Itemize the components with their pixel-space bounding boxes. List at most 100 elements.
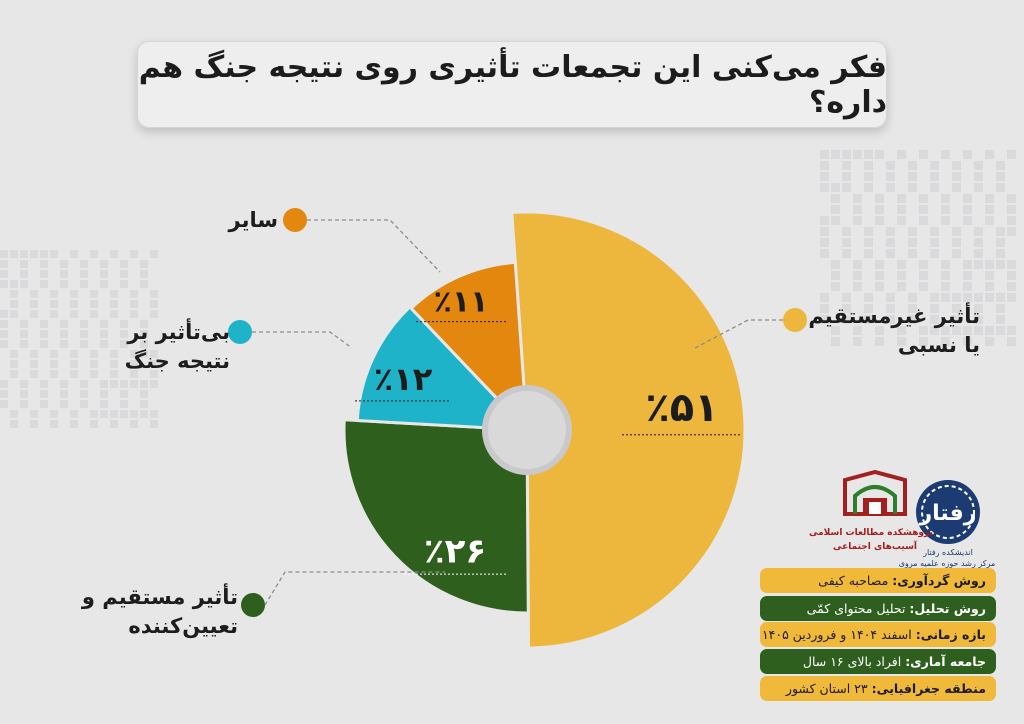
grid-cell xyxy=(952,172,961,181)
grid-cell xyxy=(70,420,78,428)
grid-cell xyxy=(120,390,128,398)
grid-cell xyxy=(40,260,48,268)
grid-cell xyxy=(50,420,58,428)
info-value: اسفند ۱۴۰۴ و فروردین ۱۴۰۵ xyxy=(761,627,912,642)
grid-cell xyxy=(930,249,939,258)
grid-cell xyxy=(50,310,58,318)
grid-cell xyxy=(974,326,983,335)
grid-cell xyxy=(40,320,48,328)
grid-cell xyxy=(842,293,851,302)
grid-cell xyxy=(963,194,972,203)
logo-a-caption-1: اندیشکده رفتار xyxy=(923,548,973,557)
grid-cell xyxy=(886,227,895,236)
grid-cell xyxy=(919,271,928,280)
grid-cell xyxy=(875,205,884,214)
info-value: افراد بالای ۱۶ سال xyxy=(802,654,902,669)
grid-cell xyxy=(120,320,128,328)
grid-cell xyxy=(40,270,48,278)
grid-cell xyxy=(864,161,873,170)
logo-a-mark: رفتار xyxy=(919,501,977,526)
grid-cell xyxy=(842,238,851,247)
grid-cell xyxy=(974,315,983,324)
grid-cell xyxy=(80,280,88,288)
mosque-logo-icon xyxy=(843,470,907,516)
grid-cell xyxy=(70,350,78,358)
grid-cell xyxy=(150,360,158,368)
grid-cell xyxy=(130,420,138,428)
grid-cell xyxy=(120,280,128,288)
grid-cell xyxy=(853,326,862,335)
grid-cell xyxy=(985,205,994,214)
grid-cell xyxy=(963,260,972,269)
leader-line-direct xyxy=(264,571,445,606)
grid-cell xyxy=(1007,260,1016,269)
grid-cell xyxy=(110,290,118,298)
grid-cell xyxy=(140,270,148,278)
grid-cell xyxy=(150,370,158,378)
grid-cell xyxy=(908,304,917,313)
grid-cell xyxy=(10,280,18,288)
grid-cell xyxy=(941,260,950,269)
logo-b-caption-2: آسیب‌های اجتماعی xyxy=(832,542,918,552)
grid-cell xyxy=(974,227,983,236)
grid-cell xyxy=(897,282,906,291)
grid-cell xyxy=(842,315,851,324)
grid-cell xyxy=(80,330,88,338)
grid-cell xyxy=(90,410,98,418)
grid-cell xyxy=(952,227,961,236)
grid-cell xyxy=(120,330,128,338)
grid-decoration-left xyxy=(0,250,170,450)
grid-cell xyxy=(963,326,972,335)
grid-cell xyxy=(150,310,158,318)
grid-cell xyxy=(0,320,8,328)
info-value: ۲۳ استان کشور xyxy=(785,681,868,696)
grid-cell xyxy=(963,337,972,346)
grid-cell xyxy=(140,400,148,408)
grid-cell xyxy=(831,282,840,291)
grid-cell xyxy=(50,290,58,298)
grid-cell xyxy=(100,340,108,348)
grid-cell xyxy=(875,326,884,335)
grid-cell xyxy=(820,293,829,302)
grid-cell xyxy=(985,293,994,302)
grid-cell xyxy=(831,194,840,203)
grid-cell xyxy=(100,260,108,268)
grid-cell xyxy=(941,293,950,302)
grid-cell xyxy=(110,300,118,308)
logo-b-caption-1: پژوهشکده مطالعات اسلامی xyxy=(808,528,933,538)
grid-cell xyxy=(941,282,950,291)
grid-cell xyxy=(90,250,98,258)
grid-cell xyxy=(996,304,1005,313)
grid-cell xyxy=(0,270,8,278)
grid-cell xyxy=(10,410,18,418)
grid-cell xyxy=(886,293,895,302)
grid-cell xyxy=(1007,194,1016,203)
info-value: تحلیل محتوای کمّی xyxy=(806,601,906,616)
grid-cell xyxy=(831,216,840,225)
grid-cell xyxy=(40,340,48,348)
grid-cell xyxy=(1007,227,1016,236)
grid-cell xyxy=(20,260,28,268)
grid-cell xyxy=(10,350,18,358)
grid-cell xyxy=(0,260,8,268)
grid-cell xyxy=(853,260,862,269)
grid-cell xyxy=(820,304,829,313)
seal-logo-icon: رفتار xyxy=(916,480,980,544)
grid-cell xyxy=(150,290,158,298)
grid-cell xyxy=(985,260,994,269)
grid-cell xyxy=(952,315,961,324)
grid-cell xyxy=(100,400,108,408)
grid-cell xyxy=(140,410,148,418)
grid-cell xyxy=(996,315,1005,324)
grid-cell xyxy=(930,161,939,170)
grid-cell xyxy=(930,304,939,313)
pie-slice-indirect xyxy=(510,210,747,650)
grid-cell xyxy=(130,310,138,318)
grid-cell xyxy=(40,250,48,258)
grid-cell xyxy=(919,326,928,335)
grid-cell xyxy=(50,370,58,378)
grid-cell xyxy=(50,300,58,308)
legend-dot-no-effect xyxy=(228,320,252,344)
grid-cell xyxy=(886,172,895,181)
grid-cell xyxy=(150,420,158,428)
